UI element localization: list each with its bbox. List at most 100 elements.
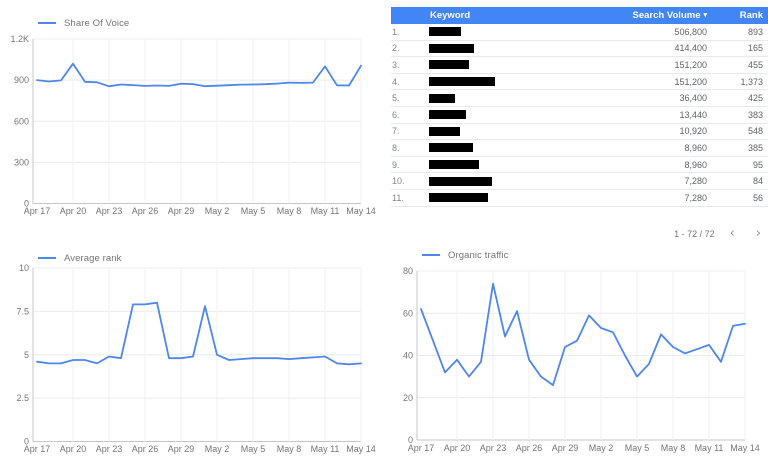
table-pagination: 1 - 72 / 72 ‹ › — [674, 227, 761, 240]
row-index: 2. — [392, 43, 400, 54]
previous-page-icon[interactable]: ‹ — [729, 226, 735, 241]
series-line-icon — [38, 22, 56, 24]
sort-descending-icon: ▾ — [703, 12, 707, 19]
keyword-cell — [429, 27, 587, 37]
rank-column-header[interactable]: Rank — [739, 10, 763, 21]
x-axis-label: May 5 — [625, 443, 650, 453]
y-axis-label: 80 — [403, 266, 413, 276]
search-volume-cell: 506,800 — [674, 26, 707, 37]
rank-cell: 165 — [747, 43, 763, 54]
row-index: 4. — [392, 76, 400, 87]
search-volume-cell: 8,960 — [684, 159, 707, 170]
keyword-cell — [429, 110, 587, 120]
table-header-row: Keyword Search Volume ▾ Rank — [391, 7, 768, 24]
legend-label: Organic traffic — [448, 249, 509, 261]
rank-cell: 1,373 — [740, 76, 763, 87]
y-axis-label: 5 — [24, 350, 29, 360]
organic-traffic-legend: Organic traffic — [422, 249, 509, 261]
table-row: 10. 7,280 84 — [391, 173, 768, 190]
search-volume-cell: 414,400 — [674, 43, 707, 54]
rank-cell: 56 — [752, 192, 763, 203]
y-axis-label: 1.2K — [10, 34, 29, 44]
table-row: 11. 7,280 56 — [391, 189, 768, 207]
table-row: 7. 10,920 548 — [391, 123, 768, 141]
row-index: 1. — [392, 26, 400, 37]
x-axis-label: May 14 — [346, 444, 376, 454]
y-axis-label: 600 — [14, 116, 29, 126]
y-axis-label: 20 — [403, 393, 413, 403]
x-axis-label: Apr 17 — [24, 206, 51, 216]
keyword-cell — [429, 176, 587, 186]
x-axis-label: May 8 — [277, 444, 302, 454]
x-axis-label: May 11 — [695, 443, 724, 453]
search-volume-cell: 7,280 — [684, 192, 707, 203]
x-axis-label: Apr 26 — [132, 206, 159, 216]
table-row: 2. 414,400 165 — [391, 40, 768, 58]
x-axis-label: Apr 26 — [132, 444, 159, 454]
table-row: 8. 8,960 385 — [391, 140, 768, 157]
x-axis-label: May 8 — [277, 206, 302, 216]
share-of-voice-line-chart: 0 300 600 900 1.2K Apr 17 Apr 20 Apr 23 Apr 26 Ap… — [10, 34, 376, 216]
keyword-column-header[interactable]: Keyword — [430, 10, 471, 21]
x-axis-label: Apr 17 — [408, 443, 435, 453]
x-axis-label: Apr 23 — [96, 206, 123, 216]
keyword-cell — [429, 126, 587, 136]
rank-cell: 383 — [747, 109, 763, 120]
redacted-keyword-bar — [429, 110, 466, 120]
redacted-keyword-bar — [429, 43, 474, 53]
row-index: 7. — [392, 126, 400, 137]
row-index: 9. — [392, 159, 400, 170]
redacted-keyword-bar — [429, 27, 461, 37]
search-volume-cell: 10,920 — [679, 126, 707, 137]
y-axis-label: 0 — [408, 435, 413, 445]
x-axis-label: Apr 29 — [168, 444, 195, 454]
series-line — [420, 282, 746, 387]
x-axis-label: Apr 17 — [24, 444, 51, 454]
y-axis-label: 900 — [14, 75, 29, 85]
search-volume-cell: 36,400 — [679, 93, 707, 104]
keyword-cell — [429, 93, 587, 103]
x-axis-label: Apr 26 — [516, 443, 543, 453]
rank-cell: 548 — [747, 126, 763, 137]
x-axis-label: May 14 — [346, 206, 376, 216]
x-axis-label: Apr 20 — [444, 443, 471, 453]
series-line — [36, 301, 362, 366]
series-line — [36, 62, 362, 88]
table-row: 1. 506,800 893 — [391, 24, 768, 41]
share-of-voice-chart-panel: Share Of Voice 0 300 600 900 1.2K Apr 17 Apr 2… — [0, 0, 384, 233]
share-of-voice-legend: Share Of Voice — [38, 17, 130, 29]
redacted-keyword-bar — [429, 60, 469, 70]
keyword-cell — [429, 77, 587, 87]
x-axis-label: May 5 — [241, 206, 266, 216]
row-index: 10. — [392, 176, 405, 187]
keyword-cell — [429, 60, 587, 70]
y-axis-label: 0 — [24, 199, 29, 209]
keyword-cell — [429, 43, 587, 53]
x-axis-label: Apr 23 — [480, 443, 507, 453]
x-axis-label: May 5 — [241, 444, 266, 454]
y-axis-label: 40 — [403, 351, 413, 361]
rank-cell: 425 — [747, 93, 763, 104]
search-volume-column-header[interactable]: Search Volume ▾ — [587, 10, 707, 21]
redacted-keyword-bar — [429, 176, 492, 186]
x-axis-label: Apr 23 — [96, 444, 123, 454]
next-page-icon[interactable]: › — [755, 226, 761, 241]
redacted-keyword-bar — [429, 77, 495, 87]
table-row: 3. 151,200 455 — [391, 57, 768, 74]
organic-traffic-line-chart: 0 20 40 60 80 Apr 17 Apr 20 Apr 23 Apr 26 Apr 29 M… — [403, 266, 760, 453]
average-rank-legend: Average rank — [38, 253, 122, 264]
redacted-keyword-bar — [429, 126, 460, 136]
series-line-icon — [422, 254, 440, 256]
table-row: 5. 36,400 425 — [391, 90, 768, 107]
legend-label: Share Of Voice — [64, 17, 130, 29]
table-row: 6. 13,440 383 — [391, 106, 768, 124]
y-axis-label: 7.5 — [16, 306, 29, 316]
table-row: 4. 151,200 1,373 — [391, 73, 768, 91]
keyword-table-panel: Keyword Search Volume ▾ Rank 1. 506,800 8… — [384, 0, 768, 250]
row-index: 11. — [392, 192, 404, 203]
x-axis-label: Apr 20 — [60, 444, 87, 454]
x-axis-label: May 2 — [205, 206, 230, 216]
x-axis-label: Apr 29 — [168, 206, 195, 216]
row-index: 8. — [392, 142, 400, 153]
